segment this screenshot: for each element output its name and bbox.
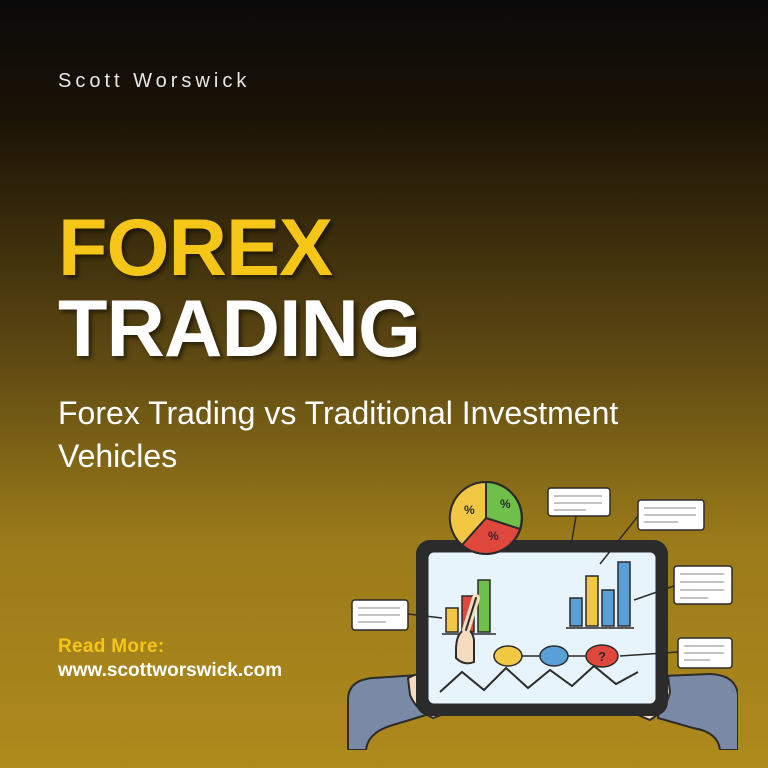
- svg-text:%: %: [464, 503, 475, 517]
- title-block: FOREX TRADING Forex Trading vs Tradition…: [58, 208, 710, 478]
- content-container: Scott Worswick FOREX TRADING Forex Tradi…: [0, 0, 768, 768]
- title-word-trading: TRADING: [58, 284, 420, 374]
- analytics-illustration: ? % % %: [338, 470, 738, 750]
- svg-text:%: %: [500, 497, 511, 511]
- subtitle: Forex Trading vs Traditional Investment …: [58, 392, 710, 478]
- read-more-label: Read More:: [58, 636, 282, 658]
- read-more-block: Read More: www.scottworswick.com: [58, 636, 282, 682]
- main-title: FOREX TRADING: [58, 208, 710, 370]
- flow-bubbles: ?: [494, 645, 618, 667]
- svg-text:?: ?: [598, 649, 606, 664]
- svg-text:%: %: [488, 529, 499, 543]
- pie-chart: % % %: [450, 482, 522, 554]
- author-name: Scott Worswick: [58, 70, 710, 93]
- title-word-forex: FOREX: [58, 203, 332, 293]
- read-more-url[interactable]: www.scottworswick.com: [58, 660, 282, 682]
